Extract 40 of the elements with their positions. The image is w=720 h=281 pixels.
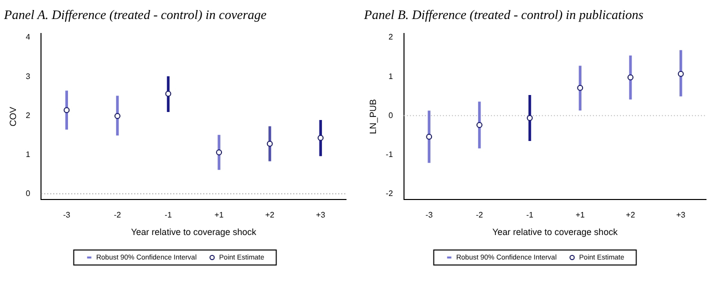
y-tick-label: 1 <box>388 72 394 81</box>
point <box>627 74 634 80</box>
x-tick-label: +3 <box>316 210 326 220</box>
y-axis-title: LN_PUB <box>368 99 378 134</box>
y-tick-label: 4 <box>26 32 31 42</box>
point <box>114 113 120 120</box>
y-tick-label: 1 <box>26 150 31 159</box>
x-tick-label: +1 <box>576 210 586 220</box>
point <box>426 134 432 140</box>
point <box>577 84 584 91</box>
point <box>266 140 273 147</box>
x-tick-label: -1 <box>526 210 534 220</box>
x-tick-label: -2 <box>114 210 122 220</box>
x-tick-label: +2 <box>265 210 275 220</box>
x-tick-label: +1 <box>214 210 224 220</box>
point <box>216 149 222 156</box>
x-tick-label: -2 <box>476 210 484 220</box>
x-tick-label: -3 <box>63 210 71 220</box>
y-tick-label: 0 <box>388 110 394 120</box>
point <box>526 114 533 121</box>
x-tick-label: +2 <box>626 210 636 220</box>
point <box>165 90 172 97</box>
y-tick-label: 2 <box>388 32 394 42</box>
point <box>64 107 70 114</box>
y-tick-label: -2 <box>386 188 394 198</box>
y-tick-label: 3 <box>26 72 31 81</box>
x-tick-label: -1 <box>164 210 172 220</box>
x-tick-label: -3 <box>426 210 434 220</box>
x-tick-label: +3 <box>676 210 686 220</box>
point <box>476 122 482 128</box>
point <box>318 134 324 141</box>
point <box>678 70 684 77</box>
chart-title: Panel B. Difference (treated - control) in publications <box>363 7 644 22</box>
chart-title: Panel A. Difference (treated - control) in coverage <box>3 7 267 22</box>
y-tick-label: 0 <box>26 188 31 198</box>
x-axis-title: Year relative to coverage shock <box>492 227 618 238</box>
y-tick-label: -1 <box>386 150 394 159</box>
y-axis-title: COV <box>8 106 18 126</box>
x-axis-title: Year relative to coverage shock <box>131 227 257 238</box>
y-tick-label: 2 <box>26 110 31 120</box>
